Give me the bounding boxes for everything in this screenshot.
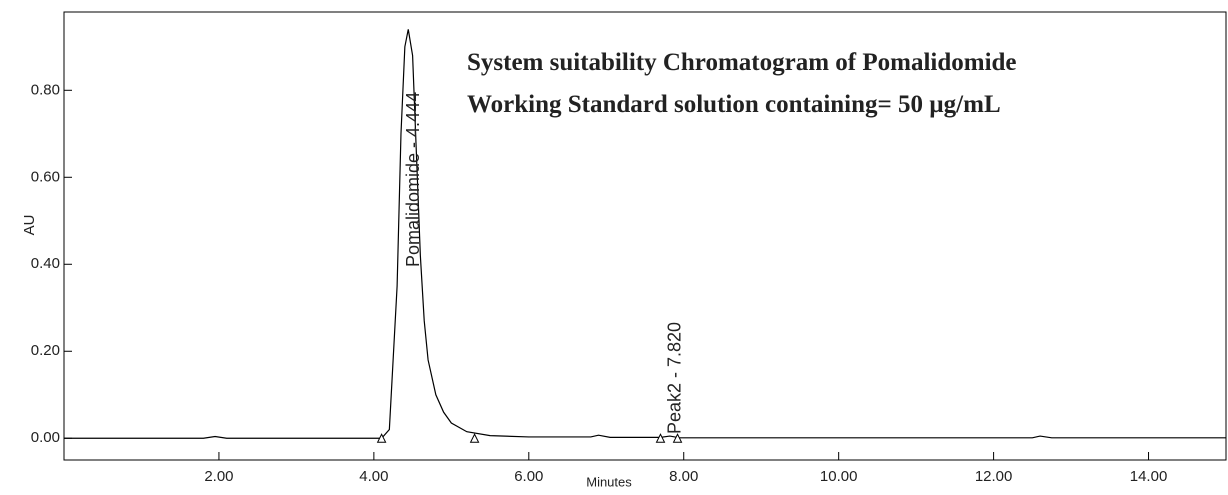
x-tick-label: 6.00 [514, 468, 543, 485]
trace [64, 29, 1226, 439]
y-tick-label: 0.00 [31, 429, 60, 446]
chart-title: System suitability Chromatogram of Pomal… [467, 49, 1017, 76]
peak-label: Peak2 - 7.820 [665, 322, 685, 434]
x-tick-label: 2.00 [204, 468, 233, 485]
y-tick-label: 0.80 [31, 81, 60, 98]
y-tick-label: 0.60 [31, 168, 60, 185]
x-tick-label: 8.00 [669, 468, 698, 485]
x-tick-label: 10.00 [820, 468, 858, 485]
peak-marker [655, 433, 666, 443]
x-tick-label: 14.00 [1130, 468, 1168, 485]
plot-frame [63, 11, 1227, 461]
peak-label: Pomalidomide - 4.444 [403, 92, 423, 267]
y-axis-label: AU [21, 215, 38, 236]
x-axis-label: Minutes [586, 474, 632, 489]
y-tick-label: 0.40 [31, 255, 60, 272]
x-tick-label: 4.00 [359, 468, 388, 485]
y-tick-label: 0.20 [31, 342, 60, 359]
x-tick-label: 12.00 [975, 468, 1013, 485]
peak-marker [672, 433, 683, 443]
chart-title: Working Standard solution containing= 50… [467, 91, 1001, 118]
peak-marker [469, 433, 480, 443]
peak-marker [376, 433, 387, 443]
